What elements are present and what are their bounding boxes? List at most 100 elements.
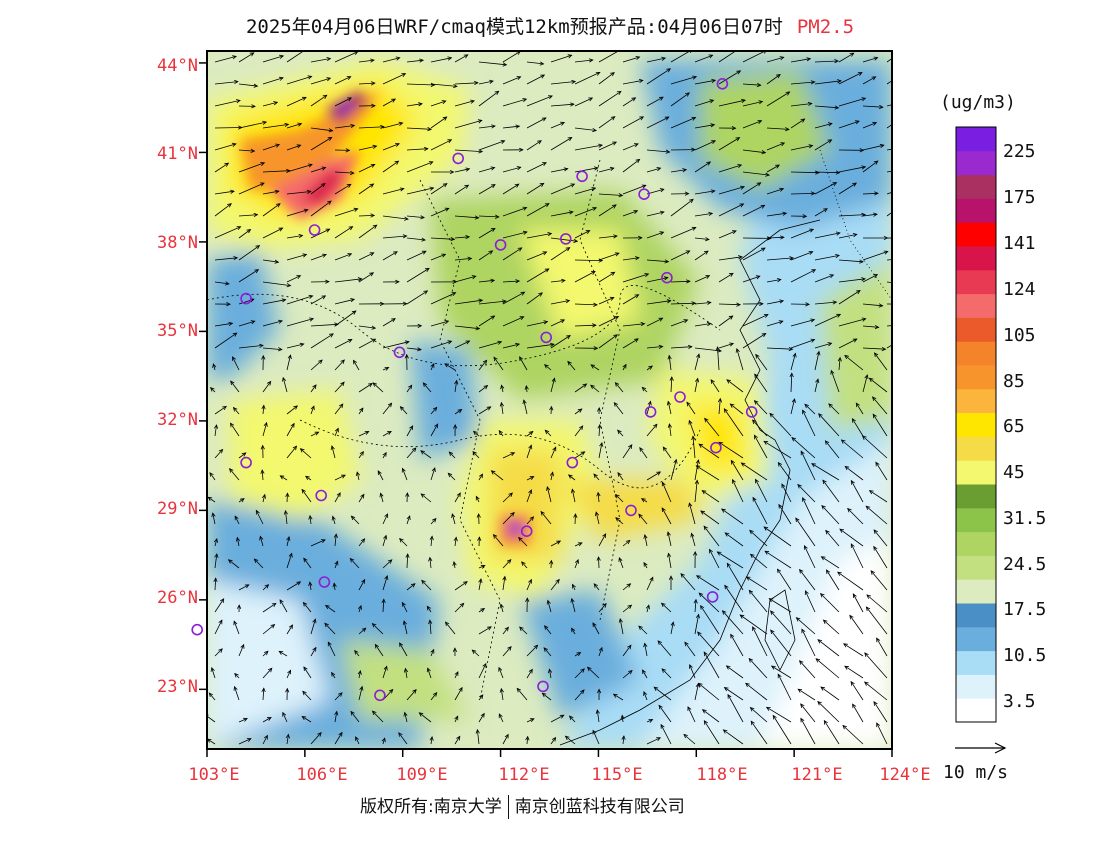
wind-arrow [260,469,265,481]
wind-arrow [401,467,408,481]
wind-arrow [766,142,786,151]
wind-arrow [765,706,792,723]
wind-arrow [840,439,864,459]
wind-arrow [781,483,792,503]
wind-arrow [358,604,362,613]
wind-arrow [382,340,410,349]
wind-arrow [526,644,539,657]
wind-arrow [717,397,723,415]
wind-arrow [790,318,816,327]
wind-arrow [526,668,533,679]
wind-arrow [763,526,792,547]
wind-arrow [448,451,456,459]
wind-arrow [742,314,769,327]
wind-arrow [234,515,240,525]
wind-arrow [670,75,698,85]
wind-arrow [790,228,815,239]
wind-arrow [358,183,375,195]
wind-arrow [214,448,224,459]
colorbar-swatch [956,507,996,533]
wind-arrow [278,650,288,657]
wind-arrow [282,376,288,393]
wind-arrow [358,407,364,415]
lat-label-44: 44°N [157,56,198,76]
wind-arrow [426,667,432,679]
wind-arrow [454,184,470,195]
wind-arrow [279,475,288,481]
wind-arrow [766,56,785,63]
wind-arrow [406,215,426,220]
wind-arrow [622,235,643,240]
lon-label-115: 115°E [591,765,643,785]
wind-arrow [471,649,480,657]
wind-arrow [818,413,840,437]
wind-arrow [838,233,858,239]
wind-arrow [549,559,554,569]
wind-arrow [646,344,664,349]
wind-arrow [622,644,632,657]
wind-arrow [478,79,494,85]
wind-arrow [550,335,571,349]
wind-arrow [334,692,343,701]
wind-arrow [430,517,437,525]
city-marker [559,233,572,245]
wind-arrow [454,715,459,723]
wind-arrow [262,54,285,63]
wind-arrow [718,315,734,327]
wind-arrow [502,559,512,569]
wind-arrow [766,346,794,352]
colorbar-label: 45 [1003,462,1025,483]
copyright-company: 南京创蓝科技有限公司 [514,797,685,817]
wind-arrow [598,193,624,198]
wind-arrow [526,140,542,151]
wind-arrow [371,710,384,723]
wind-arrow [238,584,250,591]
wind-arrow [406,290,429,305]
wind-arrow [310,359,323,371]
wind-arrow [873,352,888,371]
wind-arrow [595,709,600,723]
wind-arrow [213,424,219,437]
wind-arrow [800,717,816,745]
wind-arrow [286,144,302,151]
province-boundary [299,419,701,489]
wind-arrow [372,382,384,393]
wind-arrow [571,627,576,635]
wind-arrow [262,281,292,288]
wind-arrow [550,278,566,283]
wind-arrow [357,669,362,679]
wind-arrow [214,79,239,85]
wind-arrow [574,408,583,415]
wind-arrow [519,626,528,635]
colorbar-swatch [956,603,996,628]
wind-arrow [454,379,459,393]
wind-arrow [724,532,744,547]
wind-arrow [844,465,864,481]
wind-arrow [475,728,480,745]
wind-arrow [661,481,672,503]
wind-arrow [718,51,737,63]
wind-arrow [502,124,521,129]
wind-arrow [546,599,552,613]
wind-arrow [742,82,762,88]
wind-arrow [814,231,841,239]
wind-arrow [643,533,648,547]
wind-arrow [502,247,523,261]
wind-arrow [598,166,615,173]
wind-arrow [454,298,484,305]
wind-arrow [402,620,408,635]
wind-arrow [872,396,888,415]
wind-arrow [238,120,268,129]
wind-arrow [478,299,507,305]
wind-arrow [850,479,864,503]
wind-arrow [382,279,400,284]
wind-arrow [862,143,885,151]
wind-arrow [790,338,816,349]
wind-arrow [748,657,768,679]
wind-arrow [478,90,500,107]
colorbar-frame [955,126,997,723]
wind-arrow [526,444,533,459]
wind-arrow [453,423,458,437]
wind-arrow [358,338,377,349]
wind-arrow [850,680,864,701]
